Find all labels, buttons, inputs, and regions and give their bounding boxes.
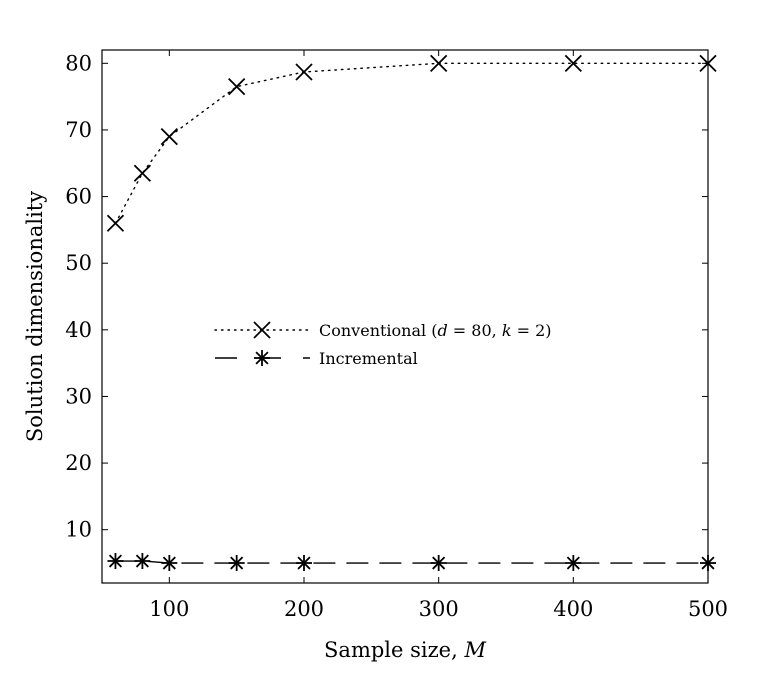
data-point xyxy=(133,164,152,182)
data-point xyxy=(430,555,447,572)
data-point xyxy=(295,63,313,81)
legend-marker xyxy=(254,350,270,366)
plot-frame xyxy=(101,49,709,584)
y-tick-label: 30 xyxy=(65,384,92,408)
x-marker-stroke xyxy=(564,54,582,72)
data-point xyxy=(565,555,582,572)
x-tick-label: 100 xyxy=(149,597,189,621)
x-tick-label: 200 xyxy=(284,597,324,621)
x-marker-stroke xyxy=(253,321,271,339)
x-marker-stroke xyxy=(106,214,125,232)
x-marker-stroke xyxy=(133,164,152,182)
legend-entry-1: Conventional (d = 80, k = 2) xyxy=(214,321,552,340)
series-line xyxy=(114,62,709,224)
data-point xyxy=(228,78,246,96)
x-marker-stroke xyxy=(160,127,178,146)
y-tick-label: 60 xyxy=(65,185,92,209)
y-axis-label: Solution dimensionality xyxy=(23,191,47,442)
data-point xyxy=(161,555,178,572)
x-tick-label: 300 xyxy=(419,597,459,621)
axis-ticks: 100 200 300 400 500 10 20 30 40 50 60 70 80 xyxy=(65,50,728,621)
legend-marker xyxy=(253,321,271,339)
asterisk-marker-stroke xyxy=(230,556,244,570)
asterisk-marker-stroke xyxy=(162,556,176,570)
series-1 xyxy=(106,54,717,232)
x-marker-stroke xyxy=(228,78,246,96)
y-tick-label: 80 xyxy=(65,51,92,75)
legend: Conventional (d = 80, k = 2) Incremental xyxy=(214,321,552,368)
legend-label: Incremental xyxy=(319,349,418,368)
data-point xyxy=(430,54,448,72)
data-point xyxy=(106,214,125,232)
data-point xyxy=(134,553,151,570)
x-tick-label: 400 xyxy=(553,597,593,621)
legend-entry-2: Incremental xyxy=(215,349,418,368)
data-point xyxy=(228,555,245,572)
y-tick-label: 10 xyxy=(65,518,92,542)
series-layer xyxy=(106,54,717,572)
x-tick-label: 500 xyxy=(688,597,728,621)
x-axis-label: Sample size, M xyxy=(324,638,486,662)
x-marker-stroke xyxy=(295,63,313,81)
asterisk-marker-stroke xyxy=(108,554,123,568)
asterisk-marker-stroke xyxy=(297,556,311,570)
data-point xyxy=(296,555,312,572)
asterisk-marker-stroke xyxy=(255,351,269,365)
y-tick-label: 40 xyxy=(65,318,92,342)
legend-label: Conventional (d = 80, k = 2) xyxy=(319,321,552,340)
series-line xyxy=(115,560,708,564)
data-point xyxy=(160,127,178,146)
y-tick-label: 50 xyxy=(65,251,92,275)
y-tick-label: 70 xyxy=(65,118,92,142)
y-tick-label: 20 xyxy=(65,451,92,475)
data-point xyxy=(107,553,124,570)
x-marker-stroke xyxy=(430,54,448,72)
asterisk-marker-stroke xyxy=(135,554,149,568)
asterisk-marker-stroke xyxy=(432,556,446,570)
data-point xyxy=(564,54,582,72)
series-2 xyxy=(107,553,716,572)
asterisk-marker-stroke xyxy=(566,556,580,570)
